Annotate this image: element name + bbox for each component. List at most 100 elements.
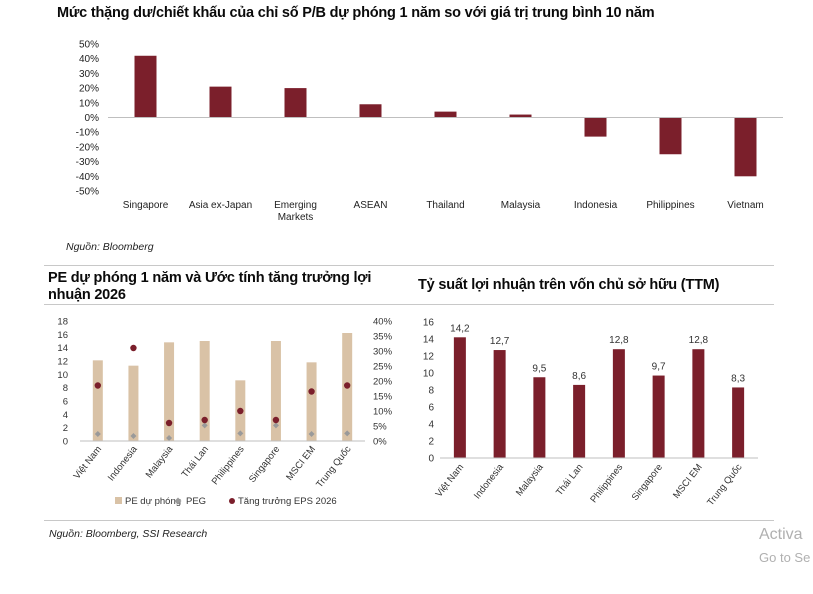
eps-marker-6 [272,416,280,424]
x-tick-label: Indonesia [106,444,140,484]
x-tick-label: Malaysia [514,462,546,499]
watermark-line1: Activa [759,526,803,543]
x-tick-label: Singapore [630,462,665,503]
y-right-tick-label: 20% [373,377,393,388]
y-left-tick-label: 4 [63,410,68,421]
peg-marker-2 [130,433,137,439]
legend-pe-label: PE dự phóng [125,496,181,507]
eps-marker-5 [237,407,244,415]
chart-title-pe: PE dự phóng 1 năm và Ước tính tăng trưởn… [48,270,372,303]
y-right-tick-label: 5% [373,422,387,433]
legend-peg-label: PEG [186,496,206,507]
pe-bar-4 [199,341,210,441]
roe-bar-1 [453,337,466,458]
x-tick-label: Trung Quốc [314,444,353,490]
x-tick-label: Asia ex-Japan [189,200,252,211]
legend-peg-swatch [174,497,182,505]
pe-bar-1 [92,360,103,441]
x-tick-label: Vietnam [727,200,764,211]
data-label: 12,8 [689,335,709,346]
x-tick-label: Malaysia [501,200,541,211]
data-label: 14,2 [450,323,470,334]
chart-pb: 50% 40% 30% 20% 10% 0% -10% -20% -30% -40% -50% Sin… [76,40,783,223]
source-bloomberg: Nguồn: Bloomberg [66,241,154,253]
y-tick-label: 40% [79,54,99,65]
bar-4 [359,104,382,118]
roe-bar-5 [612,349,625,458]
y-tick-label: 12 [423,352,435,363]
chart-roe: 16 14 12 10 8 6 4 2 0 14,2 Việt Nam 12,7 Indonesia 9,… [423,318,758,508]
y-tick-label: 4 [428,420,434,431]
chart-title-pb: Mức thặng dư/chiết khấu của chỉ số P/B d… [57,5,655,21]
x-tick-label: Philippines [210,444,247,487]
x-tick-label: Trung Quốc [705,462,744,508]
roe-bar-3 [533,377,546,458]
data-label: 8,6 [572,371,586,382]
y-tick-label: 2 [428,437,434,448]
roe-bar-2 [493,350,506,458]
data-label: 12,7 [490,336,510,347]
legend-pe-swatch [115,497,122,504]
y-tick-label: 0% [85,113,100,124]
data-label: 12,8 [609,335,629,346]
eps-marker-1 [94,382,102,389]
y-tick-label: 30% [79,69,99,80]
peg-marker-6 [272,422,279,429]
bar-7 [584,117,607,137]
y-tick-label: -40% [76,172,99,183]
y-left-tick-label: 16 [57,330,68,341]
x-tick-label: Philippines [588,462,625,505]
x-tick-label: Thái Lan [554,462,585,498]
y-tick-label: -20% [76,142,99,153]
x-tick-label: Việt Nam [72,444,105,481]
y-left-tick-label: 10 [57,370,68,381]
watermark-line2: Go to Se [759,550,811,565]
pe-bar-3 [164,342,175,441]
pe-bar-6 [270,341,281,441]
divider-bottom [44,520,774,521]
y-left-tick-label: 6 [63,397,68,408]
y-tick-label: 10% [79,98,99,109]
y-tick-label: 10 [423,369,435,380]
pe-bar-7 [306,362,317,441]
y-right-tick-label: 10% [373,407,393,418]
y-left-tick-label: 2 [63,423,68,434]
eps-marker-8 [343,382,351,389]
eps-marker-2 [130,344,137,352]
roe-bar-4 [573,384,586,458]
y-left-tick-label: 12 [57,357,68,368]
x-tick-label: Indonesia [472,462,506,502]
y-right-tick-label: 15% [373,392,393,403]
y-tick-label: 6 [428,403,434,414]
bar-9 [734,117,757,177]
peg-marker-7 [308,431,315,437]
y-right-tick-label: 40% [373,317,393,328]
divider-top [44,265,774,266]
data-label: 8,3 [731,373,745,384]
data-label: 9,5 [532,363,546,374]
x-tick-label: MSCI EM [671,462,705,501]
x-tick-label: Thái Lan [180,444,211,480]
y-right-tick-label: 0% [373,437,387,448]
source-ssi: Nguồn: Bloomberg, SSI Research [49,528,208,540]
y-right-tick-label: 35% [373,332,393,343]
roe-bar-8 [732,387,745,458]
y-tick-label: 0 [428,454,434,465]
y-tick-label: 50% [79,40,99,51]
y-left-tick-label: 18 [57,317,68,328]
y-tick-label: -50% [76,187,99,198]
peg-marker-1 [94,431,101,437]
x-tick-label: Emerging [274,200,317,211]
x-tick-label: Indonesia [574,200,618,211]
eps-marker-3 [165,419,173,427]
divider-middle [44,304,774,305]
x-tick-label: Việt Nam [434,462,467,499]
x-tick-label: Philippines [646,200,694,211]
y-right-tick-label: 30% [373,347,393,358]
y-tick-label: 8 [428,386,434,397]
legend-eps-swatch [229,498,235,504]
x-tick-label: Malaysia [144,444,176,481]
x-tick-label: ASEAN [354,200,388,211]
x-tick-label: Singapore [247,444,282,485]
eps-marker-7 [308,388,315,395]
